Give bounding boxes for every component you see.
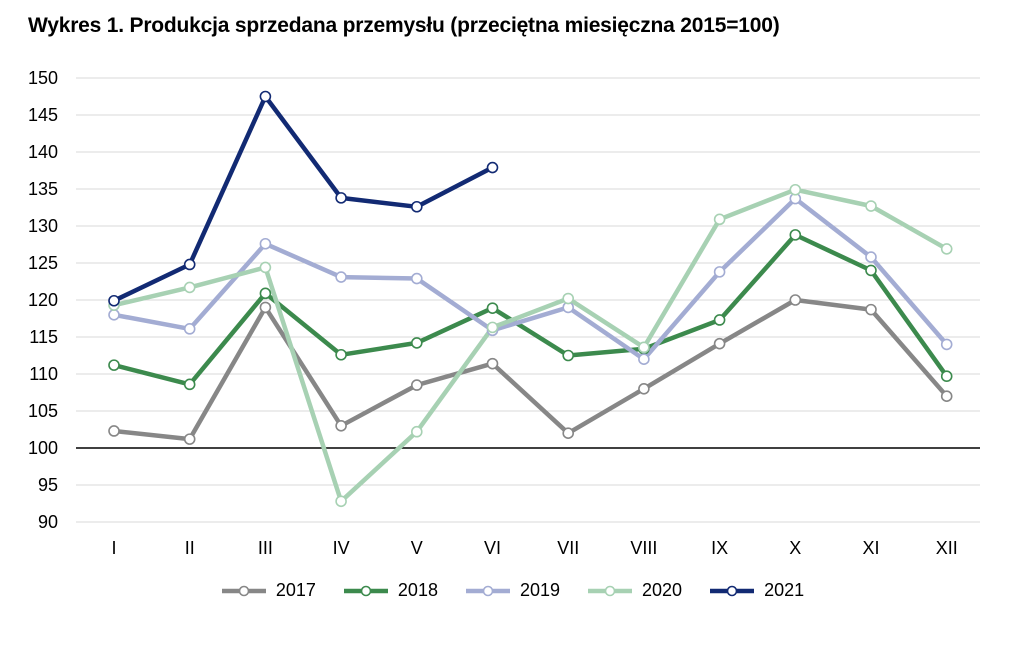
data-point-2020 [940, 243, 953, 255]
data-point-2019 [183, 323, 196, 335]
legend-swatch [221, 585, 266, 596]
data-point-2019 [865, 251, 877, 263]
y-tick-label: 140 [28, 142, 58, 162]
data-point-2021 [259, 90, 272, 103]
series-line-2019 [111, 196, 949, 362]
data-point-2021 [410, 200, 423, 213]
data-point-2018 [183, 378, 196, 391]
y-tick-label: 150 [28, 68, 58, 88]
y-tick-label: 130 [28, 216, 58, 236]
data-point-2019 [713, 266, 726, 278]
data-point-2017 [486, 357, 499, 370]
data-point-2018 [335, 348, 347, 361]
data-point-2017 [562, 427, 575, 440]
series-line-2018 [111, 232, 949, 387]
x-tick-label: V [411, 538, 423, 558]
chart-legend: 2017 2018 2019 2020 2021 [0, 580, 1024, 601]
x-tick-label: XII [936, 538, 958, 558]
data-point-2017 [335, 419, 347, 432]
legend-item-2021: 2021 [708, 580, 804, 601]
data-point-2017 [259, 301, 272, 314]
legend-swatch [465, 585, 510, 596]
legend-label: 2020 [642, 580, 683, 600]
data-point-2018 [865, 264, 877, 277]
data-point-2018 [789, 229, 802, 241]
x-tick-label: IX [711, 538, 728, 558]
x-tick-label: VII [557, 538, 579, 558]
data-point-2019 [940, 338, 953, 351]
y-tick-label: 110 [29, 364, 58, 384]
y-tick-label: 115 [29, 327, 58, 347]
data-point-2017 [865, 303, 877, 316]
x-tick-label: II [185, 538, 195, 558]
data-point-2021 [335, 192, 347, 204]
data-point-2020 [486, 321, 499, 334]
x-tick-label: I [111, 538, 116, 558]
x-tick-label: X [789, 538, 801, 558]
y-tick-label: 125 [28, 253, 58, 273]
data-point-2020 [335, 495, 347, 508]
data-point-2020 [789, 183, 802, 196]
data-point-2018 [486, 302, 499, 314]
data-point-2020 [410, 425, 423, 438]
data-point-2018 [410, 337, 423, 349]
data-point-2020 [865, 200, 877, 212]
data-point-2019 [410, 272, 423, 285]
data-point-2017 [713, 337, 726, 350]
x-tick-label: III [258, 538, 273, 558]
data-point-2020 [638, 341, 650, 354]
y-tick-label: 90 [38, 512, 58, 532]
x-tick-label: VIII [630, 538, 657, 558]
legend-label: 2017 [275, 580, 316, 600]
chart-title: Wykres 1. Produkcja sprzedana przemysłu … [28, 14, 780, 37]
legend-item-2020: 2020 [586, 580, 682, 601]
legend-item-2019: 2019 [464, 580, 560, 601]
data-point-2017 [789, 294, 802, 306]
data-point-2018 [713, 314, 726, 326]
y-tick-label: 120 [28, 290, 58, 310]
legend-swatch [588, 585, 633, 596]
data-point-2020 [259, 261, 272, 274]
legend-swatch [343, 585, 388, 596]
data-point-2018 [562, 349, 575, 362]
data-point-2017 [183, 433, 196, 445]
data-point-2017 [638, 382, 650, 395]
y-tick-label: 145 [28, 105, 58, 125]
x-tick-label: IV [333, 538, 350, 558]
data-point-2021 [108, 294, 120, 307]
y-tick-label: 135 [28, 179, 58, 199]
legend-swatch [710, 585, 755, 596]
legend-label: 2019 [519, 580, 561, 600]
legend-label: 2021 [764, 580, 805, 600]
data-point-2018 [940, 370, 953, 383]
x-tick-label: VI [484, 538, 501, 558]
y-tick-label: 100 [28, 438, 58, 458]
data-point-2019 [259, 237, 272, 250]
data-point-2020 [183, 281, 196, 294]
data-point-2019 [638, 353, 650, 366]
data-point-2017 [108, 425, 120, 437]
data-point-2019 [108, 308, 120, 321]
x-tick-label: XI [862, 538, 879, 558]
data-point-2020 [562, 292, 575, 305]
legend-label: 2018 [397, 580, 438, 600]
series-line-2021 [111, 94, 495, 303]
legend-item-2017: 2017 [220, 580, 316, 601]
data-point-2021 [486, 161, 499, 174]
data-point-2020 [713, 213, 726, 226]
legend-item-2018: 2018 [342, 580, 438, 601]
data-point-2017 [940, 390, 953, 403]
data-point-2018 [108, 359, 120, 371]
series-line-2017 [111, 297, 949, 442]
data-point-2021 [183, 258, 196, 271]
data-point-2019 [335, 271, 347, 283]
y-tick-label: 95 [38, 475, 58, 495]
y-tick-label: 105 [28, 401, 58, 421]
data-point-2018 [259, 287, 272, 300]
series-line-2020 [111, 187, 949, 504]
data-point-2017 [410, 379, 423, 391]
